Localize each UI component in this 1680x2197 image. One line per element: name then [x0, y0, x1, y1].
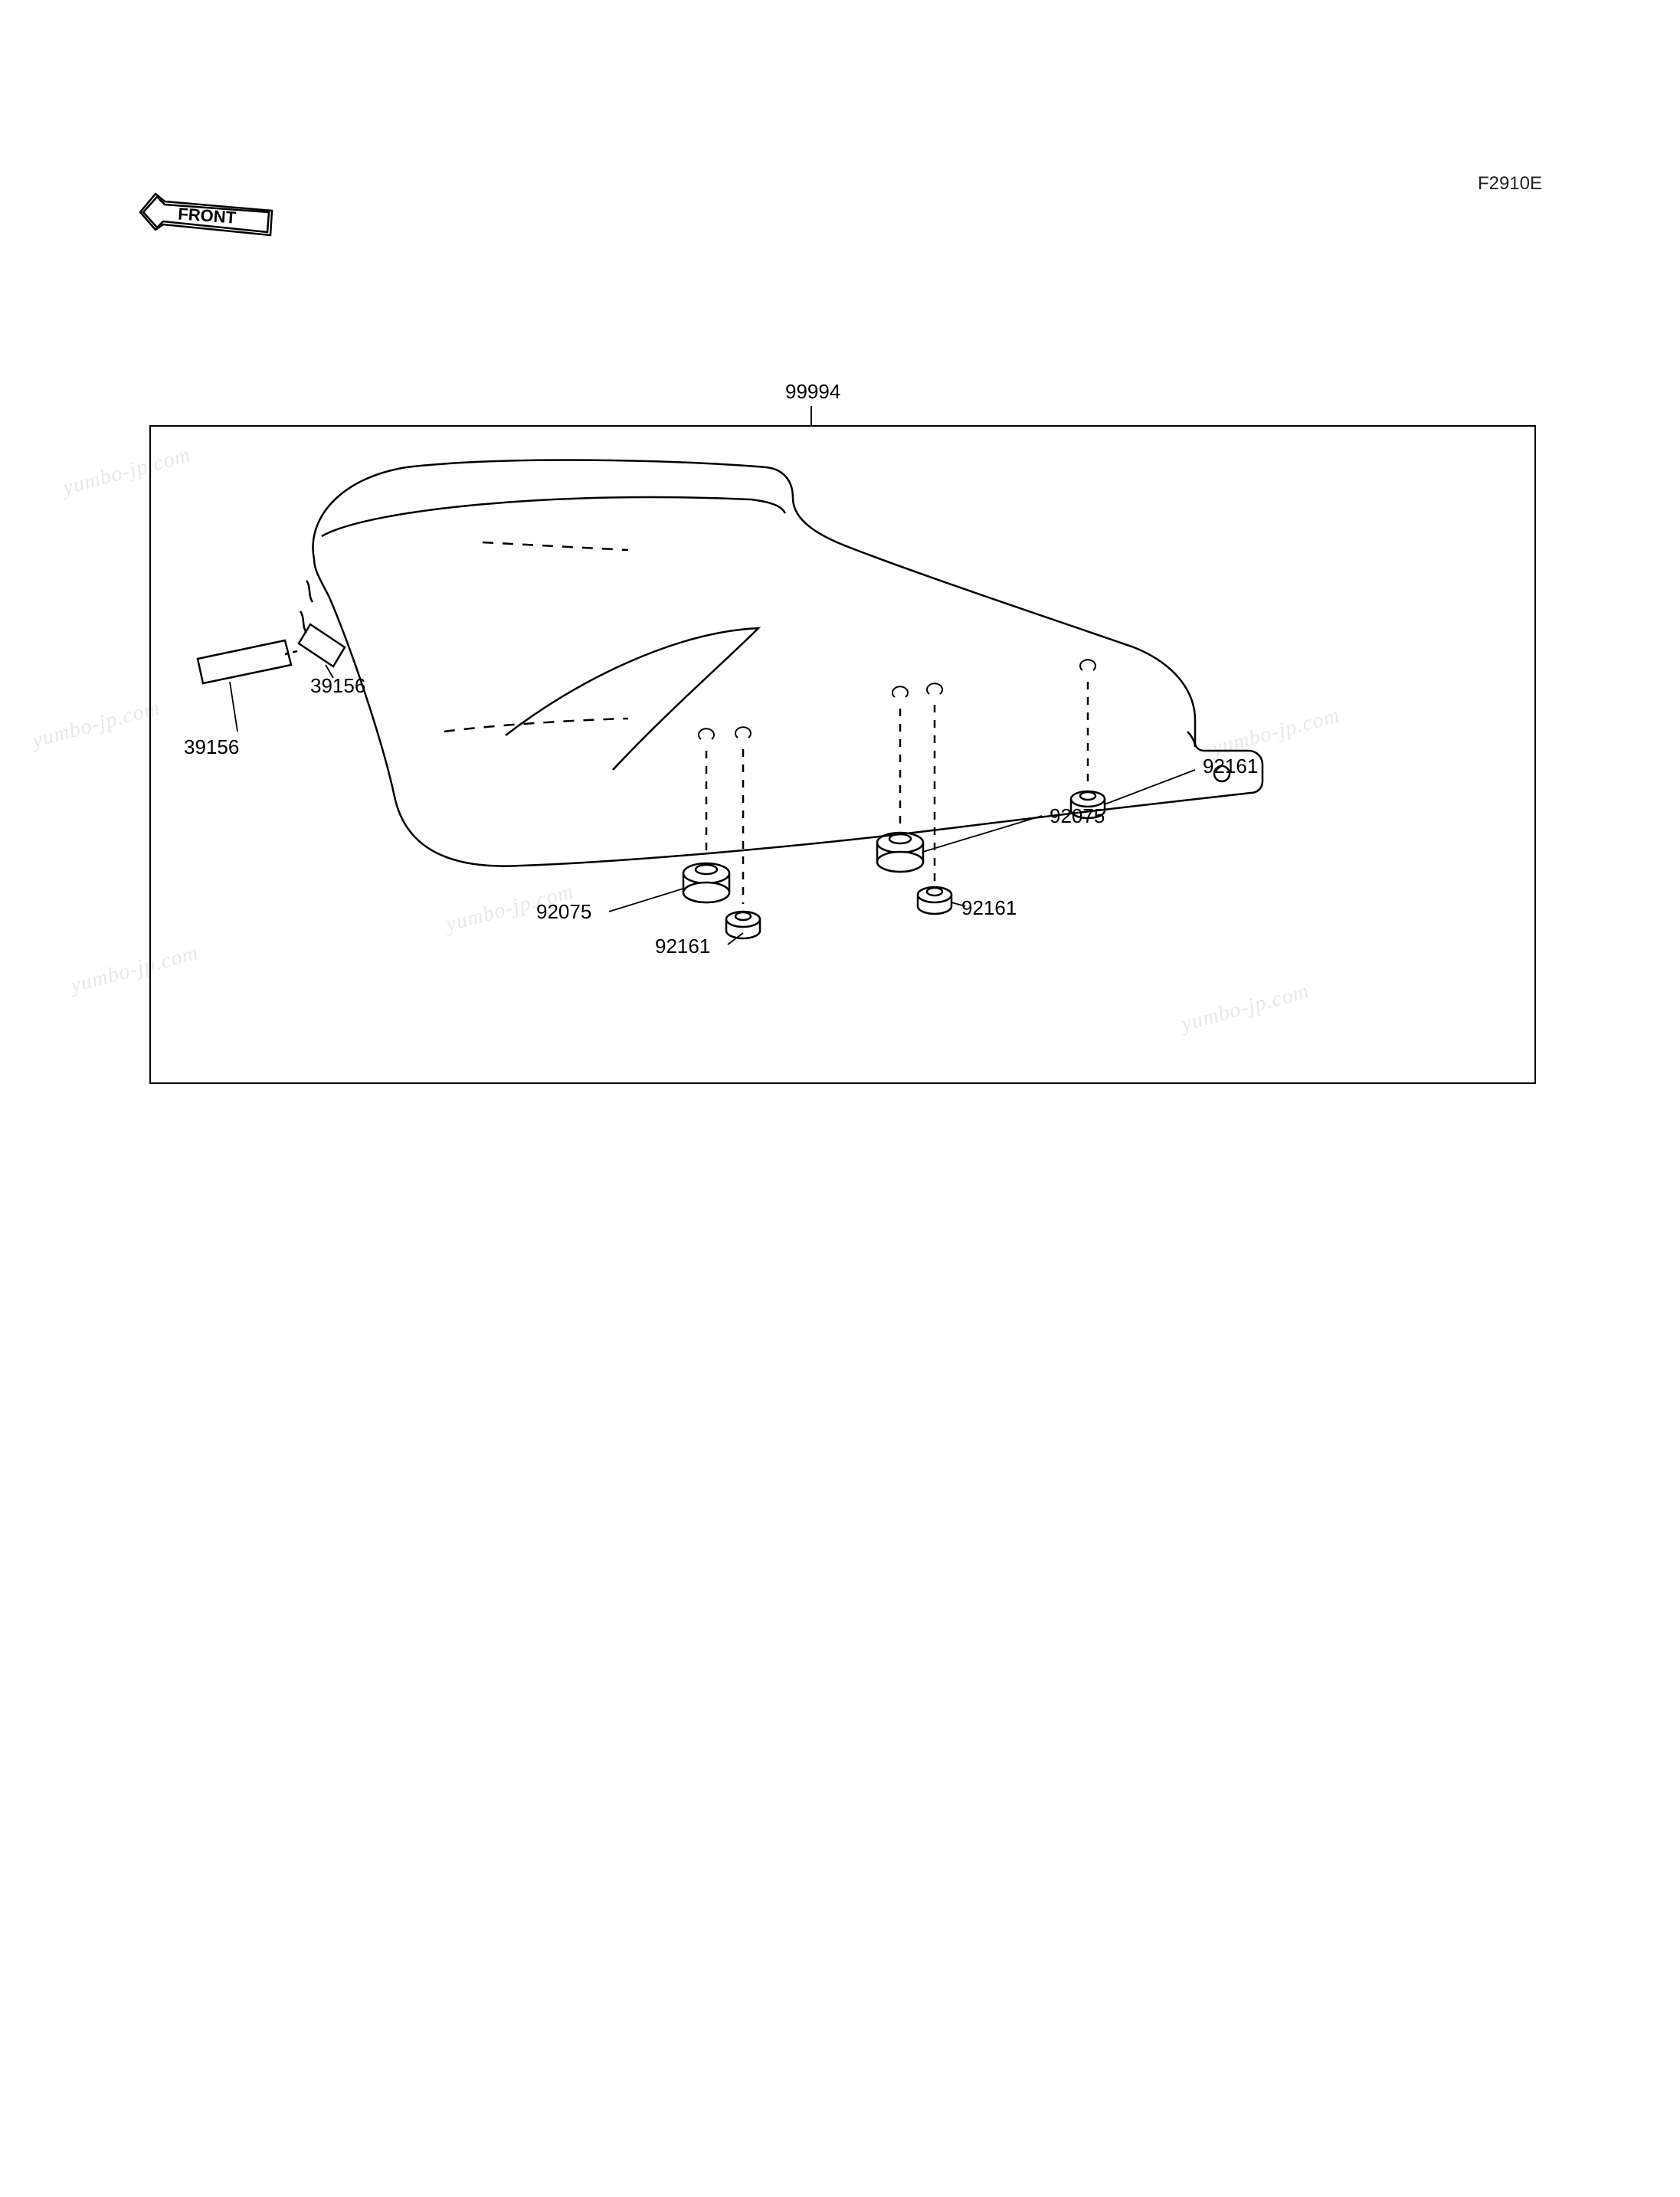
part-label-39156: 39156: [184, 735, 239, 759]
part-label-92075: 92075: [536, 900, 591, 924]
seat-diagram: [77, 306, 1609, 1149]
part-label-92075: 92075: [1050, 804, 1105, 828]
part-label-99994: 99994: [785, 380, 840, 404]
part-label-92161: 92161: [655, 935, 710, 958]
diagram-container: yumbo-jp.com yumbo-jp.com yumbo-jp.com y…: [0, 0, 1680, 1341]
part-label-92161: 92161: [1203, 755, 1258, 778]
part-label-92161: 92161: [961, 896, 1017, 920]
front-arrow-badge: FRONT: [134, 188, 280, 245]
diagram-code: F2910E: [1478, 173, 1542, 195]
svg-text:FRONT: FRONT: [178, 204, 237, 227]
part-label-39156: 39156: [310, 674, 365, 698]
